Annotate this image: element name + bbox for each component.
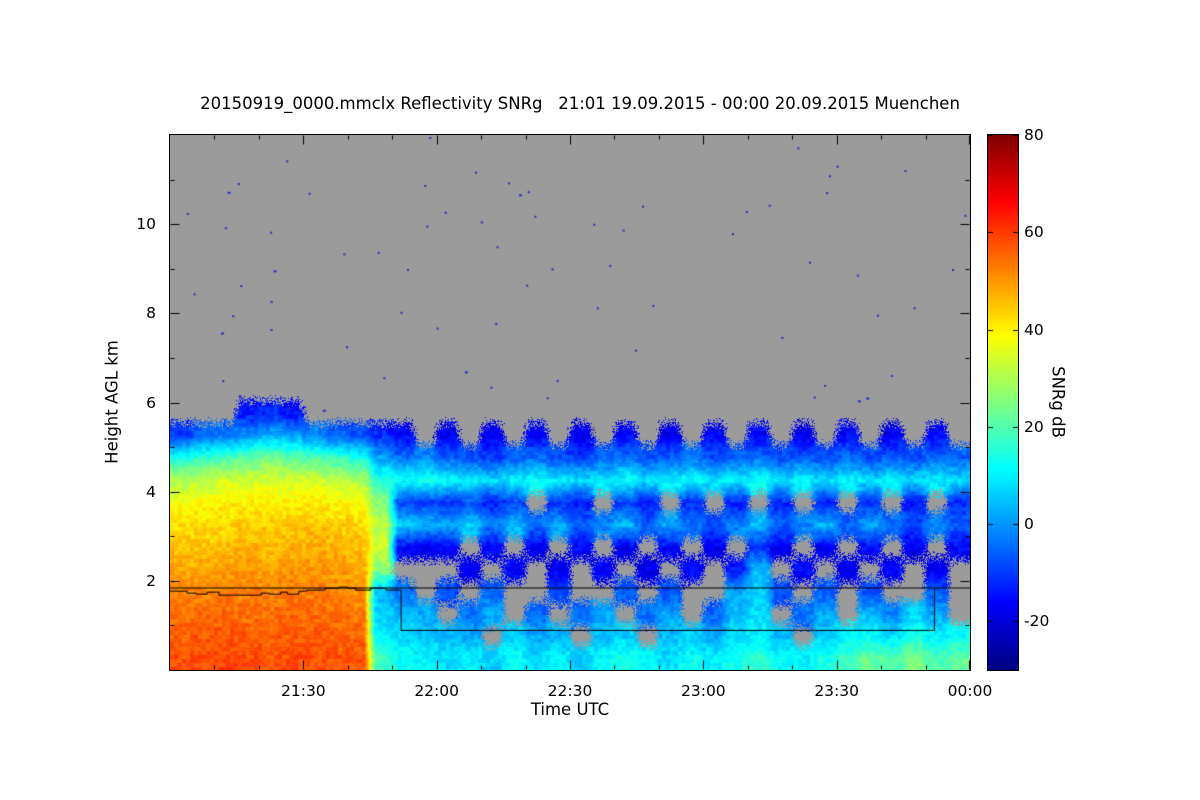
x-tick-label: 21:30: [280, 682, 326, 700]
plot-frame: [169, 134, 971, 671]
x-tick-label: 00:00: [947, 682, 993, 700]
x-tick-label: 23:00: [680, 682, 726, 700]
colorbar-tick-label: 80: [1024, 126, 1044, 144]
x-tick-label: 23:30: [814, 682, 859, 700]
colorbar-frame: [987, 134, 1019, 671]
colorbar-axis-title: SNRg dB: [1048, 366, 1068, 438]
x-tick-label: 22:30: [547, 682, 593, 700]
colorbar-tick-label: -20: [1024, 612, 1050, 631]
chart-title: 20150919_0000.mmclx Reflectivity SNRg 21…: [200, 94, 960, 113]
y-tick-labels: 2 4 6 8 10: [118, 135, 162, 670]
y-tick-label: 10: [136, 215, 156, 234]
colorbar-tick-label: 40: [1024, 320, 1044, 339]
colorbar-tick-label: 20: [1024, 417, 1044, 436]
y-tick-label: 2: [146, 571, 156, 590]
colorbar-tick-label: 0: [1024, 515, 1034, 534]
y-axis-title: Height AGL km: [102, 340, 122, 464]
colorbar-tick-labels: 80 60 40 20 0 -20: [1024, 126, 1068, 670]
colorbar: [988, 135, 1018, 670]
x-tick-labels: 21:30 22:00 22:30 23:00 23:30 00:00: [170, 678, 992, 700]
reflectivity-heatmap: [170, 135, 970, 670]
y-tick-label: 8: [146, 304, 156, 323]
colorbar-tick-label: 60: [1024, 223, 1044, 242]
y-tick-label: 4: [146, 482, 156, 501]
x-tick-label: 22:00: [414, 682, 459, 700]
y-tick-label: 6: [146, 393, 156, 412]
x-axis-title: Time UTC: [530, 700, 610, 719]
